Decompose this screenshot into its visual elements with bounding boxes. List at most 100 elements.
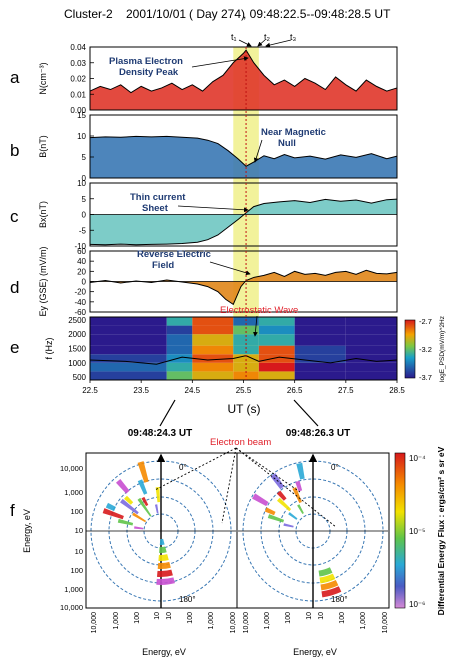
spectrogram-cell xyxy=(166,371,193,380)
xtick-label-f-left: 100 xyxy=(187,612,194,624)
flux-wedge-left xyxy=(105,502,116,512)
spectrogram-cell xyxy=(258,354,295,363)
ytick-label-e: 1000 xyxy=(68,359,86,368)
xtick-label-f-left: 10 xyxy=(166,612,173,620)
series-line-b xyxy=(89,135,398,167)
beam-callout-line xyxy=(235,447,337,528)
ytick-label-a: 0.01 xyxy=(70,90,86,99)
flux-wedge-right xyxy=(319,573,336,584)
spectrogram-cell xyxy=(345,317,397,326)
xtick-label-e: 27.5 xyxy=(338,386,354,395)
flux-wedge-left xyxy=(156,569,173,578)
flux-wedge-left xyxy=(134,526,144,530)
spectrogram-cell xyxy=(258,334,295,346)
flux-wedge-right xyxy=(276,497,292,512)
flux-wedge-left xyxy=(124,495,134,505)
annotation-density-arrow xyxy=(191,56,249,68)
panel-f-pitch-angle: 09:48:24.3 UT 09:48:26.3 UT 0° 180° 0° 180° 10… xyxy=(22,399,446,657)
spectrogram-cell xyxy=(166,362,193,372)
annotation-beam: Electron beam xyxy=(210,437,271,448)
xlabel-e: UT (s) xyxy=(227,402,260,416)
spectrogram-cell xyxy=(166,354,193,363)
spectrogram-cell xyxy=(258,371,295,380)
ytick-label-d: 0 xyxy=(82,278,87,287)
ytick-label-f: 10 xyxy=(75,526,83,535)
ytick-label-e: 2000 xyxy=(68,330,86,339)
beam-callout-line xyxy=(154,447,237,491)
spectrogram-cell xyxy=(166,317,193,326)
flux-wedge-left xyxy=(115,478,130,494)
flux-wedge-left xyxy=(154,504,159,514)
flux-wedge-right xyxy=(320,579,339,591)
spectrogram-cell xyxy=(192,317,234,326)
flux-wedge-right xyxy=(276,490,287,501)
spectrogram-cell xyxy=(258,362,295,372)
flux-wedge-right xyxy=(295,480,303,492)
connector-left xyxy=(159,399,176,427)
spectrogram-cell xyxy=(166,334,193,346)
panel-a-density: 0.04 0.03 0.02 0.01 0.00 N(cm⁻³) xyxy=(38,43,398,115)
angle-label-180-right: 180° xyxy=(331,595,348,604)
series-area-d xyxy=(90,270,397,305)
flux-wedge-right xyxy=(297,504,304,515)
spectrogram-cell xyxy=(345,362,397,372)
panel-c-bx: 10 5 0 -5 -10 Bx(nT) xyxy=(38,179,398,251)
xtick-label-f-right: 100 xyxy=(285,612,292,624)
xtick-label-f-left: 10,000 xyxy=(230,612,237,634)
ytick-label-c: -5 xyxy=(79,226,87,235)
colorbar-tick-f: 10⁻⁶ xyxy=(409,600,425,609)
spectrogram-cell xyxy=(294,334,346,346)
xtick-label-f-right: 1,000 xyxy=(264,612,271,630)
annotation-null-line1: Near Magnetic xyxy=(261,127,326,138)
spectrogram-cell xyxy=(233,354,259,363)
colorbar-tick-e: -3.7 xyxy=(419,373,432,382)
pad-title-right: 09:48:26.3 UT xyxy=(286,428,350,439)
flux-wedge-left xyxy=(158,554,169,562)
ytick-label-b: 10 xyxy=(77,132,86,141)
spectrogram-cell xyxy=(345,345,397,355)
time-marker-t2: t₂ xyxy=(264,32,271,42)
spectrogram-cell xyxy=(166,345,193,355)
annotation-sheet-line1: Thin current xyxy=(130,192,186,203)
colorbar-tick-e: -2.7 xyxy=(419,317,432,326)
ytick-label-c: -10 xyxy=(74,242,86,251)
series-line-c xyxy=(89,198,398,246)
series-line-d xyxy=(89,269,398,306)
xtick-label-e: 26.5 xyxy=(287,386,303,395)
ytick-label-e: 1500 xyxy=(68,345,86,354)
ytick-label-e: 2500 xyxy=(68,316,86,325)
header-date: 2001/10/01 xyxy=(126,7,186,21)
spectrogram-cell xyxy=(192,354,234,363)
ylabel-f: Energy, eV xyxy=(22,509,32,553)
xtick-label-f-left: 10 xyxy=(154,612,161,620)
spectrogram-cell xyxy=(345,354,397,363)
flux-wedge-right xyxy=(292,487,302,504)
xtick-label-f-right: 1,000 xyxy=(360,612,367,630)
ytick-label-d: -60 xyxy=(74,308,86,317)
spectrogram-cell xyxy=(90,325,167,335)
colorbar-tick-f: 10⁻⁴ xyxy=(409,454,426,463)
spectrogram-cell xyxy=(192,325,234,335)
xtick-label-e: 28.5 xyxy=(389,386,405,395)
flux-wedge-left xyxy=(157,561,171,569)
annotation-sheet-arrow xyxy=(177,205,249,213)
t2-arrow xyxy=(257,39,266,47)
ytick-label-a: 0.04 xyxy=(70,43,86,52)
xlabel-f-left: Energy, eV xyxy=(142,647,186,657)
xtick-label-f-left: 1,000 xyxy=(113,612,120,630)
angle-label-0-right: 0° xyxy=(331,463,339,472)
panel-letter-a: a xyxy=(10,68,20,87)
flux-wedge-right xyxy=(252,493,269,507)
spectrogram-cell xyxy=(258,317,295,326)
flux-wedge-right xyxy=(321,586,342,598)
spectrogram-cell xyxy=(294,371,346,380)
flux-wedge-left xyxy=(137,497,152,517)
flux-wedge-right xyxy=(283,523,294,528)
spectrogram-cell xyxy=(233,345,259,355)
spectrogram-cell xyxy=(294,362,346,372)
xtick-label-e: 25.5 xyxy=(236,386,252,395)
time-marker-t1: t₁ xyxy=(231,32,237,42)
xtick-label-f-right: 10,000 xyxy=(243,612,250,634)
header-spacecraft: Cluster-2 xyxy=(64,7,113,21)
